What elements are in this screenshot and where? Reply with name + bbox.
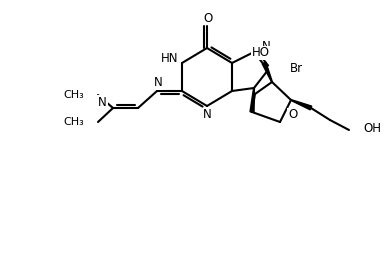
Text: N: N: [203, 109, 212, 122]
Text: O: O: [203, 12, 213, 25]
Text: Br: Br: [290, 62, 303, 76]
Text: HN: HN: [161, 52, 178, 65]
Text: CH₃: CH₃: [63, 90, 84, 100]
Text: OH: OH: [363, 122, 381, 134]
Text: HO: HO: [252, 46, 270, 59]
Text: CH₃: CH₃: [63, 117, 84, 127]
Text: N: N: [98, 96, 107, 109]
Text: N: N: [262, 39, 271, 52]
Polygon shape: [250, 88, 254, 112]
Polygon shape: [262, 62, 273, 82]
Text: N: N: [154, 76, 163, 89]
Polygon shape: [291, 100, 312, 110]
Text: O: O: [288, 109, 297, 122]
